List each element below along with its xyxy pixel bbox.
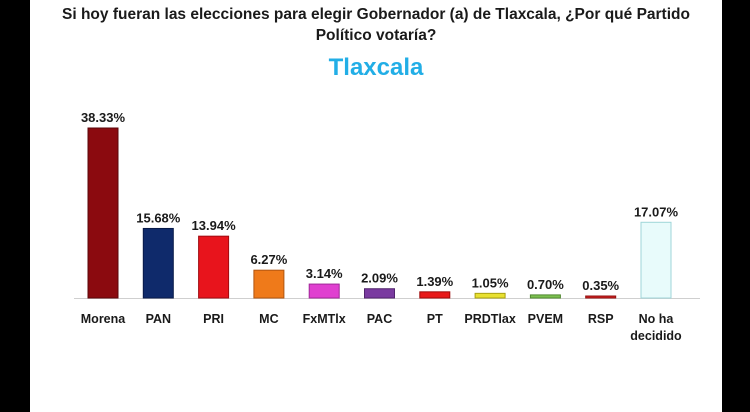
data-label: 0.35%: [582, 278, 619, 293]
category-label: Morena: [81, 312, 127, 326]
data-label: 3.14%: [306, 266, 343, 281]
bar-pvem: [529, 294, 561, 299]
chart-title-line-1: Si hoy fueran las elecciones para elegir…: [62, 6, 690, 23]
category-label: No ha: [639, 312, 675, 326]
chart-canvas: Si hoy fueran las elecciones para elegir…: [30, 0, 722, 412]
bar-mc: [253, 269, 285, 299]
category-label: PVEM: [528, 312, 563, 326]
bar-pt: [419, 291, 451, 299]
bar-pri: [198, 235, 230, 299]
chart-title-line-2: Político votaría?: [315, 27, 437, 44]
category-label: PAC: [367, 312, 392, 326]
category-label: decidido: [630, 329, 682, 343]
bar-fxmtlx: [308, 283, 340, 299]
data-label: 15.68%: [136, 210, 181, 225]
data-label: 38.33%: [81, 110, 126, 125]
data-label: 17.07%: [634, 204, 679, 219]
bar-chart: 38.33% Morena 15.68% PAN 13.94% PRI 6.27% MC 3.1…: [74, 110, 700, 343]
category-label: PT: [427, 312, 443, 326]
data-label: 1.05%: [472, 275, 509, 290]
data-label: 13.94%: [192, 218, 237, 233]
data-label: 6.27%: [250, 252, 287, 267]
bar-prdtlax: [474, 292, 506, 299]
category-label: PRDTlax: [464, 312, 515, 326]
bar-rsp: [585, 295, 617, 299]
category-label: MC: [259, 312, 278, 326]
category-label: PAN: [146, 312, 171, 326]
bar-pan: [142, 227, 174, 299]
data-label: 2.09%: [361, 271, 398, 286]
data-label: 0.70%: [527, 277, 564, 292]
category-label: FxMTlx: [303, 312, 346, 326]
category-label: RSP: [588, 312, 614, 326]
category-label: PRI: [203, 312, 224, 326]
chart-subtitle: Tlaxcala: [328, 54, 424, 81]
chart-title: Si hoy fueran las elecciones para elegir…: [30, 4, 722, 46]
data-label: 1.39%: [416, 274, 453, 289]
bar-pac: [364, 288, 395, 299]
bar-morena: [87, 127, 119, 299]
bar-no-ha-decidido: [640, 221, 672, 299]
